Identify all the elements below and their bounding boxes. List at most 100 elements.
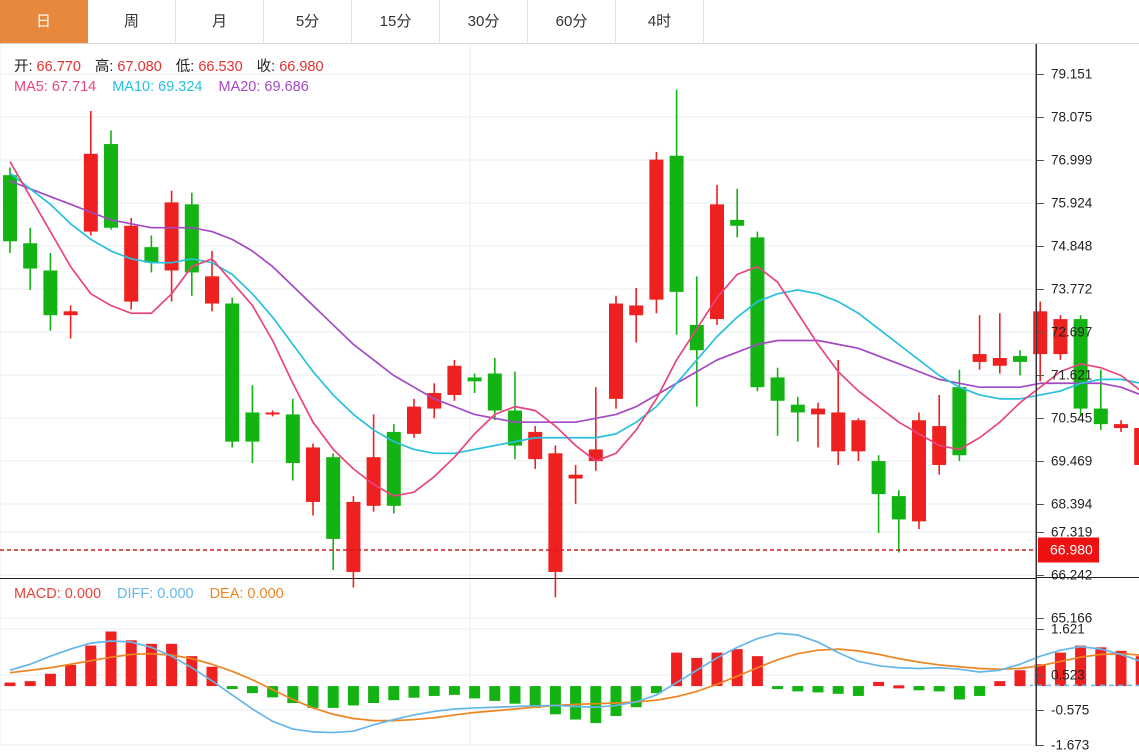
macd-chart-canvas [0, 579, 1139, 746]
candle[interactable] [992, 313, 1007, 374]
candle[interactable] [730, 188, 745, 238]
candle[interactable] [528, 426, 543, 469]
macd-value: 0.000 [64, 586, 102, 602]
tab-5[interactable]: 30分 [440, 0, 528, 43]
price-axis-label: 68.394 [1051, 496, 1093, 512]
candle-body [285, 414, 300, 464]
candle[interactable] [245, 385, 260, 464]
candle[interactable] [972, 315, 987, 370]
candle-body [346, 501, 361, 572]
candle-body [3, 175, 17, 242]
macd-label: DIFF: [117, 586, 154, 602]
candle[interactable] [508, 371, 522, 460]
macd-histogram-bar [1014, 670, 1026, 687]
candle[interactable] [326, 453, 341, 570]
candle-body [689, 324, 704, 351]
candle[interactable] [225, 297, 240, 448]
candle[interactable] [164, 190, 179, 302]
macd-histogram-bar [610, 686, 622, 717]
macd-histogram-bar [832, 686, 844, 694]
candle[interactable] [306, 443, 320, 516]
candle-body [43, 270, 58, 316]
macd-histogram-bar [226, 686, 238, 690]
candle[interactable] [1013, 350, 1027, 376]
candle[interactable] [63, 305, 78, 339]
macd-axis-tick [1037, 629, 1044, 630]
macd-label: DEA: [209, 586, 244, 602]
candle[interactable] [811, 402, 825, 448]
candle[interactable] [184, 192, 199, 296]
candle[interactable] [467, 373, 482, 394]
candle[interactable] [1114, 420, 1128, 432]
candle[interactable] [265, 410, 280, 417]
candle[interactable] [609, 295, 623, 409]
candle[interactable] [689, 276, 704, 407]
candle-body [588, 449, 603, 462]
candle[interactable] [710, 184, 724, 325]
macd-histogram-bar [287, 686, 299, 703]
candle-body [568, 474, 583, 479]
candle[interactable] [851, 418, 866, 462]
macd-histogram-bar [792, 686, 804, 692]
timeframe-tabbar: 日 周 月 5分 15分 30分 60分 4时 [0, 0, 1139, 44]
tab-1[interactable]: 周 [88, 0, 176, 43]
candle[interactable] [447, 359, 462, 401]
candle[interactable] [629, 287, 644, 343]
candle-body [831, 412, 846, 452]
price-axis-label: 76.999 [1051, 152, 1093, 168]
candle[interactable] [912, 412, 926, 530]
candle[interactable] [386, 424, 401, 514]
candle[interactable] [124, 217, 139, 310]
candle[interactable] [83, 110, 98, 236]
macd-histogram-bar [327, 686, 339, 708]
candle[interactable] [285, 398, 300, 481]
candle[interactable] [346, 496, 361, 588]
candle[interactable] [649, 151, 664, 314]
tab-2[interactable]: 月 [176, 0, 264, 43]
candle[interactable] [831, 359, 846, 465]
candle[interactable] [3, 167, 17, 253]
candle[interactable] [568, 464, 583, 504]
candle[interactable] [144, 235, 159, 273]
price-axis-tick [1037, 575, 1044, 576]
price-axis-label: 79.151 [1051, 66, 1093, 82]
macd-value: 0.000 [247, 586, 284, 602]
candle[interactable] [932, 394, 947, 475]
candle[interactable] [588, 387, 603, 471]
candle[interactable] [891, 490, 906, 553]
candle[interactable] [871, 455, 886, 534]
candle-body [770, 377, 785, 401]
price-axis-tick [1037, 332, 1044, 333]
ma20-line [9, 180, 1139, 424]
candle[interactable] [669, 89, 684, 335]
candle-body [952, 387, 967, 456]
candle[interactable] [790, 396, 805, 442]
price-chart-panel[interactable] [0, 44, 1139, 619]
candle[interactable] [23, 227, 38, 290]
candle[interactable] [104, 130, 118, 230]
macd-histogram-bar [85, 645, 97, 687]
candle[interactable] [750, 231, 765, 392]
tab-7[interactable]: 4时 [616, 0, 704, 43]
macd-histogram-bar [1054, 652, 1066, 687]
candle[interactable] [770, 367, 785, 436]
price-axis-tick [1037, 203, 1044, 204]
candle-body [1134, 428, 1139, 465]
candle[interactable] [43, 252, 58, 331]
tab-3[interactable]: 5分 [264, 0, 352, 43]
tab-0[interactable]: 日 [0, 0, 88, 43]
candle[interactable] [205, 251, 219, 312]
macd-histogram-bar [408, 686, 420, 698]
candle[interactable] [1053, 315, 1068, 360]
candle[interactable] [952, 369, 967, 462]
tab-6[interactable]: 60分 [528, 0, 616, 43]
macd-chart-panel[interactable] [0, 579, 1139, 746]
tab-4[interactable]: 15分 [352, 0, 440, 43]
price-axis-tick [1037, 532, 1044, 533]
macd-axis-label: -0.575 [1051, 702, 1090, 718]
candle[interactable] [548, 445, 563, 598]
candle[interactable] [487, 358, 502, 421]
macd-label: MACD: [14, 586, 61, 602]
candle[interactable] [407, 398, 421, 438]
candle[interactable] [1134, 422, 1139, 537]
